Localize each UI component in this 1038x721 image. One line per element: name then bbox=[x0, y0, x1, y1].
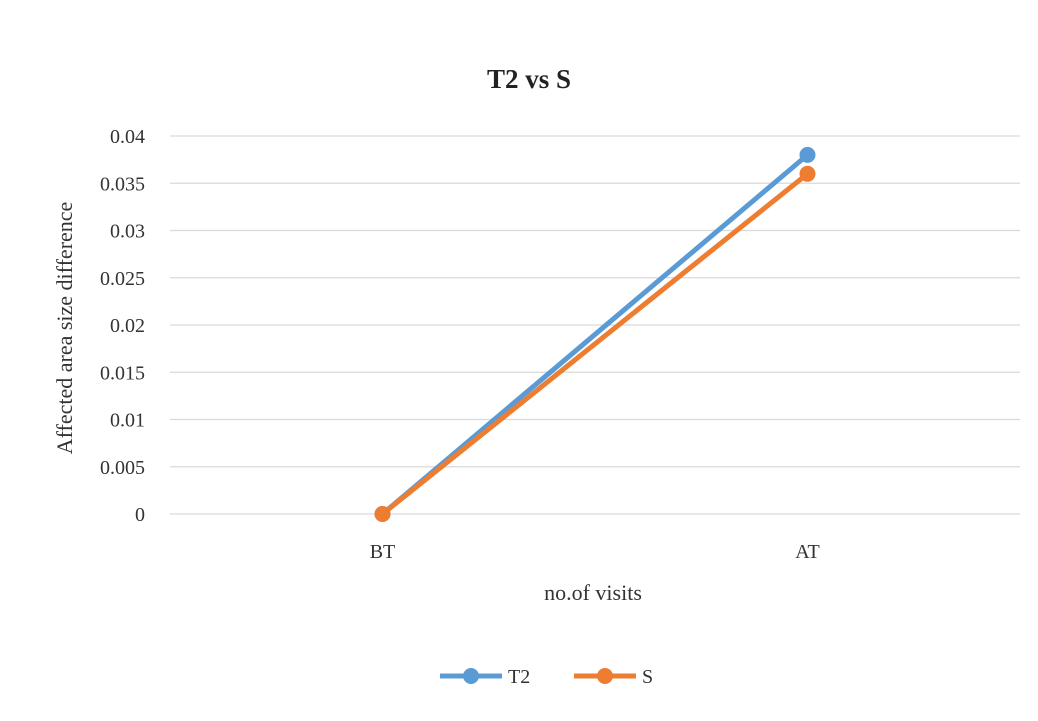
legend-item: S bbox=[574, 666, 653, 688]
y-tick-label: 0.025 bbox=[100, 268, 145, 290]
legend-label: S bbox=[642, 666, 653, 688]
gridlines bbox=[170, 135, 1020, 515]
y-tick-label: 0.04 bbox=[110, 126, 145, 148]
x-tick-label: BT bbox=[370, 541, 396, 563]
y-tick-label: 0.03 bbox=[110, 221, 145, 243]
series-group bbox=[374, 146, 816, 522]
y-tick-label: 0.015 bbox=[100, 362, 145, 384]
y-tick-label: 0.01 bbox=[110, 410, 145, 432]
data-point bbox=[799, 165, 816, 182]
data-point bbox=[799, 146, 816, 163]
y-tick-label: 0.005 bbox=[100, 457, 145, 479]
x-tick-label: AT bbox=[795, 541, 819, 563]
x-axis-ticks: BT AT bbox=[370, 541, 820, 563]
y-axis-ticks: 0 0.005 0.01 0.015 0.02 0.025 0.03 0.035 0.04 bbox=[100, 126, 145, 526]
x-axis-label: no.of visits bbox=[544, 580, 642, 605]
y-tick-label: 0.035 bbox=[100, 173, 145, 195]
legend: T2 S bbox=[440, 666, 653, 688]
y-tick-label: 0.02 bbox=[110, 315, 145, 337]
series-line bbox=[380, 171, 810, 517]
data-point bbox=[374, 506, 391, 522]
series-S bbox=[374, 165, 816, 522]
legend-label: T2 bbox=[508, 666, 530, 688]
legend-marker bbox=[597, 668, 613, 684]
legend-item: T2 bbox=[440, 666, 530, 688]
y-tick-label: 0 bbox=[135, 504, 145, 526]
y-axis-label: Affected area size difference bbox=[52, 202, 77, 455]
chart-title: T2 vs S bbox=[487, 64, 571, 94]
legend-marker bbox=[463, 668, 479, 684]
